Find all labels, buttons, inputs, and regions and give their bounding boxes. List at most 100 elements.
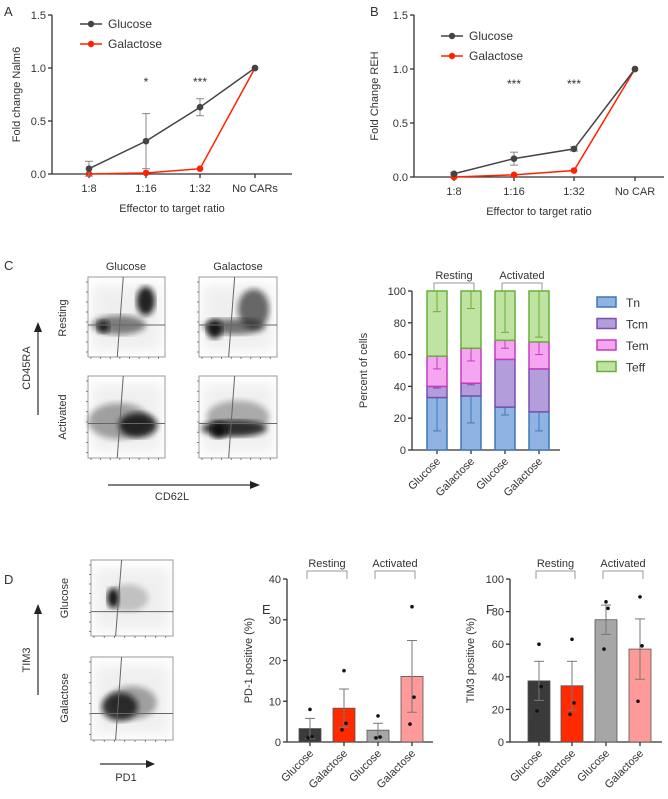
group-label: Activated xyxy=(372,558,417,570)
y-tick-label: 20 xyxy=(492,704,504,716)
significance-marker: *** xyxy=(193,75,207,89)
panel-letter-c: C xyxy=(4,258,13,273)
significance-marker: *** xyxy=(507,77,521,91)
y-axis-label: TIM3 positive (%) xyxy=(465,618,477,704)
group-bracket xyxy=(535,570,576,579)
data-point xyxy=(412,695,416,699)
arrow-head-icon xyxy=(34,604,42,614)
row-label: Glucose xyxy=(59,578,71,618)
y-tick-label: 40 xyxy=(394,381,406,393)
data-point xyxy=(410,604,414,609)
data-point xyxy=(568,712,572,717)
gate-line-vertical xyxy=(115,559,123,637)
y-axis-label: Percent of cells xyxy=(358,332,370,408)
panel-letter-f: F xyxy=(486,602,494,617)
density-cluster xyxy=(107,584,149,612)
y-tick-label: 0.5 xyxy=(31,116,46,128)
flow-plot-galactose-activated xyxy=(198,375,278,459)
data-point xyxy=(602,647,606,651)
y-tick-label: 0.0 xyxy=(393,172,408,184)
row-label: Activated xyxy=(57,394,69,439)
gate-line-vertical xyxy=(116,276,124,358)
flow-plot-galactose-resting xyxy=(198,276,278,358)
legend-label: Galactose xyxy=(108,37,162,51)
series-line-galactose xyxy=(88,67,256,175)
flow-plot-glucose xyxy=(90,559,174,637)
legend-label: Galactose xyxy=(469,49,523,63)
flow-plot-glucose-resting xyxy=(87,276,166,358)
legend-label: Glucose xyxy=(469,29,513,43)
panel-letter-b: B xyxy=(370,4,379,19)
data-point xyxy=(537,642,541,646)
gate-line-vertical xyxy=(228,375,236,459)
group-bracket xyxy=(374,570,416,579)
data-point-glucose xyxy=(251,64,259,72)
series-line-galactose xyxy=(453,68,636,178)
bar-segment-tcm xyxy=(494,358,516,408)
panel-letter-d: D xyxy=(4,572,13,587)
panel-letter-e: E xyxy=(262,602,271,617)
data-point xyxy=(606,606,610,611)
y-tick-label: 1.5 xyxy=(31,10,46,22)
x-axis-label: CD62L xyxy=(155,491,189,503)
y-tick-label: 0.5 xyxy=(393,118,408,130)
data-point-glucose xyxy=(85,165,93,172)
density-cluster xyxy=(97,320,110,333)
y-tick-label: 40 xyxy=(269,574,281,586)
x-tick-label: 1:16 xyxy=(135,183,156,195)
y-tick-label: 0 xyxy=(498,737,504,749)
density-cluster xyxy=(107,686,157,720)
legend-swatch-teff xyxy=(596,360,617,373)
y-axis-label: TIM3 xyxy=(21,647,33,672)
density-cluster xyxy=(206,400,270,434)
data-point-galactose xyxy=(570,167,578,174)
y-tick-label: 80 xyxy=(492,607,504,619)
data-point xyxy=(408,722,412,726)
data-point xyxy=(344,721,348,726)
legend-marker xyxy=(87,20,95,28)
data-point xyxy=(378,735,382,739)
data-point xyxy=(570,637,574,642)
data-point xyxy=(539,684,543,689)
bar-segment-tcm xyxy=(528,368,550,413)
x-axis-label: Effector to target ratio xyxy=(119,203,225,215)
group-bracket xyxy=(501,282,543,291)
data-point-glucose xyxy=(631,65,639,73)
legend-swatch-tn xyxy=(596,296,617,308)
significance-marker: *** xyxy=(567,77,581,91)
data-point xyxy=(535,709,539,713)
data-point-galactose xyxy=(510,171,518,179)
data-point xyxy=(640,644,644,648)
legend-label: Teff xyxy=(626,361,646,375)
y-tick-label: 1.5 xyxy=(393,10,408,22)
data-point xyxy=(374,736,378,740)
flow-plot-galactose xyxy=(90,656,174,741)
bar xyxy=(594,619,618,743)
data-point-glucose xyxy=(510,155,518,162)
y-tick-label: 1.0 xyxy=(31,63,46,75)
y-axis-label: PD-1 positive (%) xyxy=(243,618,255,704)
data-point xyxy=(572,701,576,705)
legend-marker xyxy=(448,32,456,40)
gate-line-vertical xyxy=(116,375,124,459)
legend-label: Tn xyxy=(626,296,640,310)
x-tick-label: No CAR xyxy=(615,186,655,198)
data-point xyxy=(636,699,640,704)
y-tick-label: 80 xyxy=(394,318,406,330)
x-tick-label: 1:8 xyxy=(446,186,461,198)
y-tick-label: 60 xyxy=(394,350,406,362)
y-tick-label: 100 xyxy=(486,574,504,586)
row-label: Galactose xyxy=(59,673,71,723)
x-tick-label: No CARs xyxy=(232,183,278,195)
data-point xyxy=(340,727,344,732)
x-tick-label: 1:32 xyxy=(189,183,210,195)
y-tick-label: 10 xyxy=(269,696,281,708)
y-axis-label: Fold Change REH xyxy=(369,51,381,140)
arrow-head-icon xyxy=(250,481,260,489)
group-bracket xyxy=(602,570,644,579)
y-tick-label: 20 xyxy=(269,656,281,668)
data-point xyxy=(342,668,346,673)
group-label: Resting xyxy=(435,270,472,282)
density-cluster xyxy=(206,319,223,339)
data-point xyxy=(308,707,312,712)
